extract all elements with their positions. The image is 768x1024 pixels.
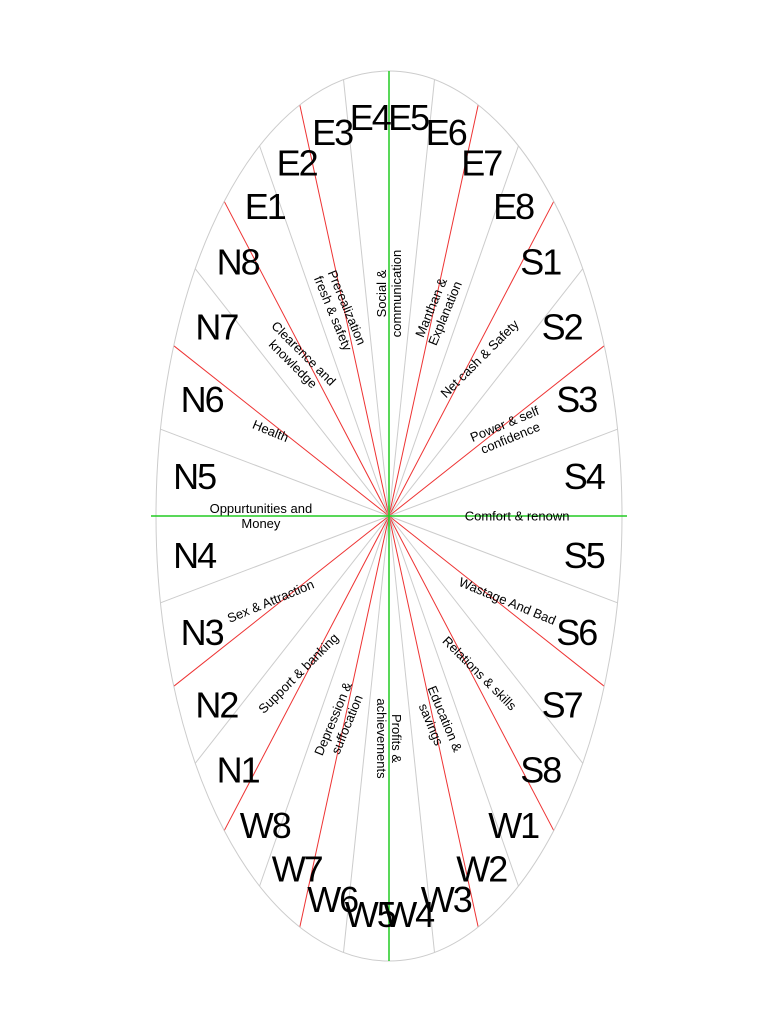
area-label-line: Profits & xyxy=(389,714,404,763)
sector-line xyxy=(388,428,618,517)
zone-label-e3: E3 xyxy=(312,112,353,153)
zone-label-w4: W4 xyxy=(383,894,434,935)
sector-line xyxy=(173,515,390,687)
sector-line xyxy=(299,515,390,928)
sector-line xyxy=(160,515,390,604)
zone-label-w8: W8 xyxy=(240,805,291,846)
sector-line xyxy=(173,345,390,517)
area-label-line: Health xyxy=(250,417,290,445)
zone-label-s8: S8 xyxy=(520,750,561,791)
zone-label-w3: W3 xyxy=(421,879,472,920)
zone-label-s7: S7 xyxy=(542,684,583,725)
sector-line xyxy=(388,345,605,517)
sector-line xyxy=(259,515,390,887)
sector-line xyxy=(388,79,435,517)
area-label: Manthan &Explanation xyxy=(412,275,465,347)
zone-label-e4: E4 xyxy=(350,97,391,138)
zone-label-w5: W5 xyxy=(345,894,396,935)
sector-line xyxy=(194,515,390,764)
area-label-line: Social & xyxy=(374,269,389,317)
zone-label-n1: N1 xyxy=(217,750,260,791)
area-label: Sex & Attraction xyxy=(225,576,316,625)
sector-line xyxy=(388,515,584,764)
zone-label-n7: N7 xyxy=(195,307,238,348)
zone-label-n5: N5 xyxy=(173,456,216,497)
sector-line xyxy=(388,145,519,517)
sector-line xyxy=(388,515,618,604)
sector-line xyxy=(299,104,390,517)
zone-label-e2: E2 xyxy=(277,142,318,183)
area-label-line: Oppurtunities and xyxy=(210,501,313,516)
area-label-line: Money xyxy=(241,516,281,531)
area-label: Wastage And Bad xyxy=(457,574,558,628)
area-label: Relations & skills xyxy=(440,633,520,713)
zone-label-w2: W2 xyxy=(456,849,507,890)
sector-divider-lines xyxy=(160,79,618,953)
zone-label-n6: N6 xyxy=(181,379,224,420)
zone-label-w6: W6 xyxy=(307,879,358,920)
sector-line xyxy=(343,515,390,953)
zone-label-n2: N2 xyxy=(195,684,238,725)
zone-label-n8: N8 xyxy=(217,241,260,282)
zone-label-e6: E6 xyxy=(426,112,467,153)
area-label: Comfort & renown xyxy=(465,509,570,524)
zone-label-s2: S2 xyxy=(542,307,583,348)
zone-label-w1: W1 xyxy=(488,805,539,846)
sector-line xyxy=(343,79,390,517)
zone-label-s4: S4 xyxy=(564,456,605,497)
area-label-line: achievements xyxy=(374,698,389,779)
sector-line xyxy=(388,515,555,831)
area-label-line: Comfort & renown xyxy=(465,509,570,524)
sector-line xyxy=(388,104,479,517)
cardinal-axes xyxy=(151,71,627,961)
zone-label-s6: S6 xyxy=(556,612,597,653)
zone-label-s1: S1 xyxy=(520,241,561,282)
zone-label-e1: E1 xyxy=(245,186,286,227)
zone-label-n3: N3 xyxy=(181,612,224,653)
area-label: Support & banking xyxy=(255,630,341,716)
sector-line xyxy=(160,428,390,517)
sector-line xyxy=(388,515,435,953)
area-label-line: Relations & skills xyxy=(440,633,520,713)
zone-label-e8: E8 xyxy=(493,186,534,227)
area-label-line: Sex & Attraction xyxy=(225,576,316,625)
sector-line xyxy=(388,515,479,928)
zone-label-n4: N4 xyxy=(173,535,216,576)
area-label: Net cash & Safety xyxy=(438,316,523,401)
area-label-line: communication xyxy=(389,250,404,337)
area-label-line: Support & banking xyxy=(255,630,341,716)
sector-line xyxy=(388,268,584,517)
area-label: Health xyxy=(250,417,290,445)
area-label: Profits &achievements xyxy=(374,698,404,779)
zone-label-e5: E5 xyxy=(388,97,429,138)
area-label-line: Wastage And Bad xyxy=(457,574,558,628)
area-label: Education &savings xyxy=(416,683,466,754)
sector-line xyxy=(259,145,390,517)
zone-label-s3: S3 xyxy=(556,379,597,420)
zone-label-w7: W7 xyxy=(272,849,323,890)
sector-line xyxy=(223,515,390,831)
zone-label-s5: S5 xyxy=(564,535,605,576)
zone-label-e7: E7 xyxy=(461,142,502,183)
area-label: Depression &suffocation xyxy=(311,680,366,758)
sector-line xyxy=(388,201,555,517)
sector-line xyxy=(223,201,390,517)
sector-line xyxy=(388,515,519,887)
area-label-line: Net cash & Safety xyxy=(438,316,523,401)
area-label: Social & communication xyxy=(374,250,404,337)
sector-line xyxy=(194,268,390,517)
sector-line xyxy=(388,515,605,687)
